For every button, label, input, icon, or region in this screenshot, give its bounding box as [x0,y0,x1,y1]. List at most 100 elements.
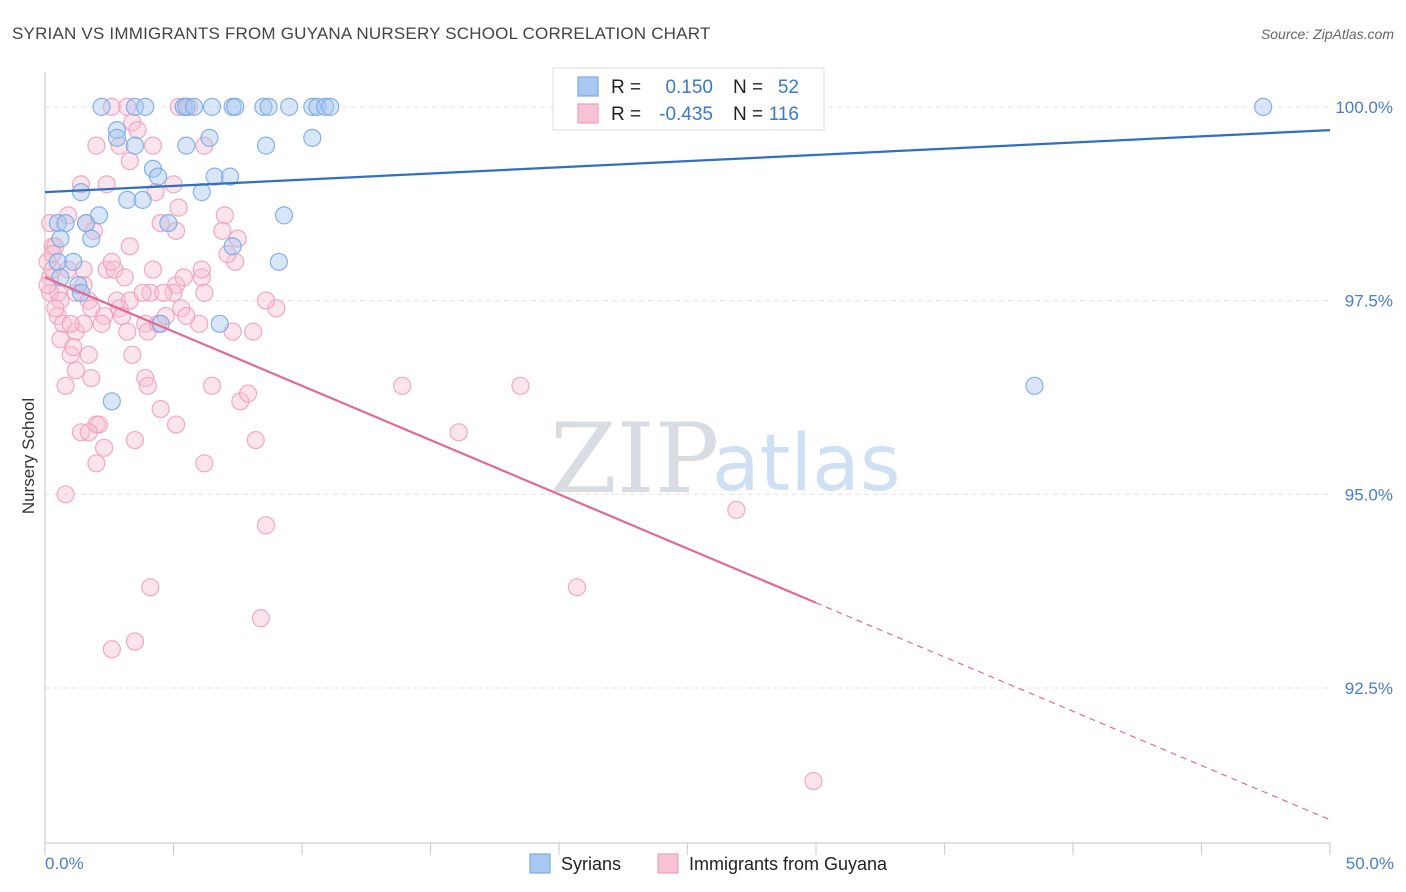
point-guyana-109 [46,299,65,318]
point-guyana-27 [120,237,139,256]
point-syrians-18 [107,121,127,140]
point-syrians-2 [136,97,155,116]
point-guyana-60 [118,322,137,341]
point-guyana-16 [41,214,60,233]
point-syrians-9 [254,97,273,116]
y-axis-label: Nursery School [19,398,38,514]
point-syrians-31 [133,190,152,209]
trend-line-guyana [44,276,817,604]
point-guyana-20 [215,206,234,225]
point-syrians-22 [256,136,276,155]
watermark-atlas: atlas [712,419,901,509]
y-tick-labels: 100.0% 97.5% 95.0% 92.5% [1335,98,1393,698]
point-syrians-38 [274,206,294,225]
point-syrians-33 [48,214,67,233]
point-syrians-44 [269,252,288,271]
point-guyana-70 [123,345,142,364]
y-tick-label-1: 97.5% [1345,292,1393,311]
point-syrians-43 [64,252,83,271]
point-guyana-82 [166,415,186,434]
stats-r-value-2: -0.435 [659,104,713,125]
point-syrians-36 [89,206,109,225]
x-tick-label-max: 50.0% [1346,854,1394,873]
point-syrians-13 [308,97,327,116]
point-guyana-90 [95,438,114,457]
point-guyana-6 [87,136,106,155]
point-guyana-81 [151,399,170,419]
point-syrians-28 [220,167,240,186]
point-guyana-40 [192,268,211,287]
point-guyana-91 [87,454,106,473]
point-guyana-101 [804,771,823,791]
point-guyana-0 [102,97,121,116]
point-guyana-105 [154,283,173,302]
point-syrians-39 [51,229,70,248]
point-syrians-24 [107,128,127,147]
point-guyana-110 [92,314,111,333]
point-syrians-1 [125,97,145,116]
point-guyana-107 [192,260,211,279]
point-guyana-5 [128,121,147,140]
point-guyana-23 [213,221,232,240]
point-syrians-51 [1025,376,1044,395]
point-guyana-99 [102,640,121,659]
point-guyana-113 [61,314,80,333]
point-guyana-92 [195,454,214,473]
point-guyana-69 [79,345,98,364]
point-syrians-12 [303,97,322,116]
point-guyana-39 [174,268,193,287]
point-guyana-93 [56,485,75,504]
point-syrians-14 [316,97,335,116]
point-guyana-98 [251,609,270,628]
point-guyana-36 [115,268,134,287]
point-guyana-59 [74,314,93,333]
y-tick-label-3: 92.5% [1345,679,1393,698]
point-syrians-10 [259,97,278,116]
point-syrians-29 [71,183,91,202]
point-syrians-30 [118,190,137,209]
point-syrians-40 [82,229,101,248]
point-guyana-41 [195,283,214,302]
stats-r-value-1: 0.150 [665,77,713,98]
point-guyana-76 [231,392,250,411]
point-guyana-96 [141,578,160,597]
point-guyana-49 [164,283,183,302]
point-guyana-15 [169,198,188,217]
point-guyana-86 [79,423,98,442]
point-guyana-71 [66,361,85,380]
point-guyana-72 [82,368,101,388]
point-syrians-19 [200,128,219,147]
trend-line-syrians [44,129,1331,194]
point-guyana-77 [238,384,258,403]
point-syrians-15 [321,97,340,116]
point-guyana-116 [256,291,276,310]
point-syrians-34 [56,214,75,233]
stats-n-label-2: N = [733,104,763,125]
legend-swatch-guyana [657,853,679,874]
point-guyana-10 [120,152,139,171]
point-guyana-21 [151,214,170,233]
axes [44,72,1331,855]
point-guyana-29 [226,252,245,271]
stats-swatch-guyana [577,103,599,124]
point-syrians-8 [226,97,245,116]
stats-r-label-2: R = [611,104,641,125]
point-guyana-85 [71,423,91,442]
chart-source: Source: ZipAtlas.com [1261,26,1394,42]
watermark-zip: ZIP [550,403,719,515]
point-guyana-100 [125,632,145,651]
point-guyana-65 [244,322,263,341]
point-syrians-42 [48,252,67,271]
point-guyana-87 [125,430,145,450]
point-guyana-48 [141,283,160,302]
point-guyana-22 [166,221,186,240]
point-guyana-88 [246,430,265,450]
point-guyana-13 [164,175,183,194]
legend-label-guyana: Immigrants from Guyana [689,854,888,874]
point-syrians-21 [177,136,196,155]
y-tick-label-2: 95.0% [1345,485,1393,504]
point-syrians-50 [102,392,121,411]
point-syrians-11 [280,97,299,116]
point-syrians-6 [202,97,222,116]
